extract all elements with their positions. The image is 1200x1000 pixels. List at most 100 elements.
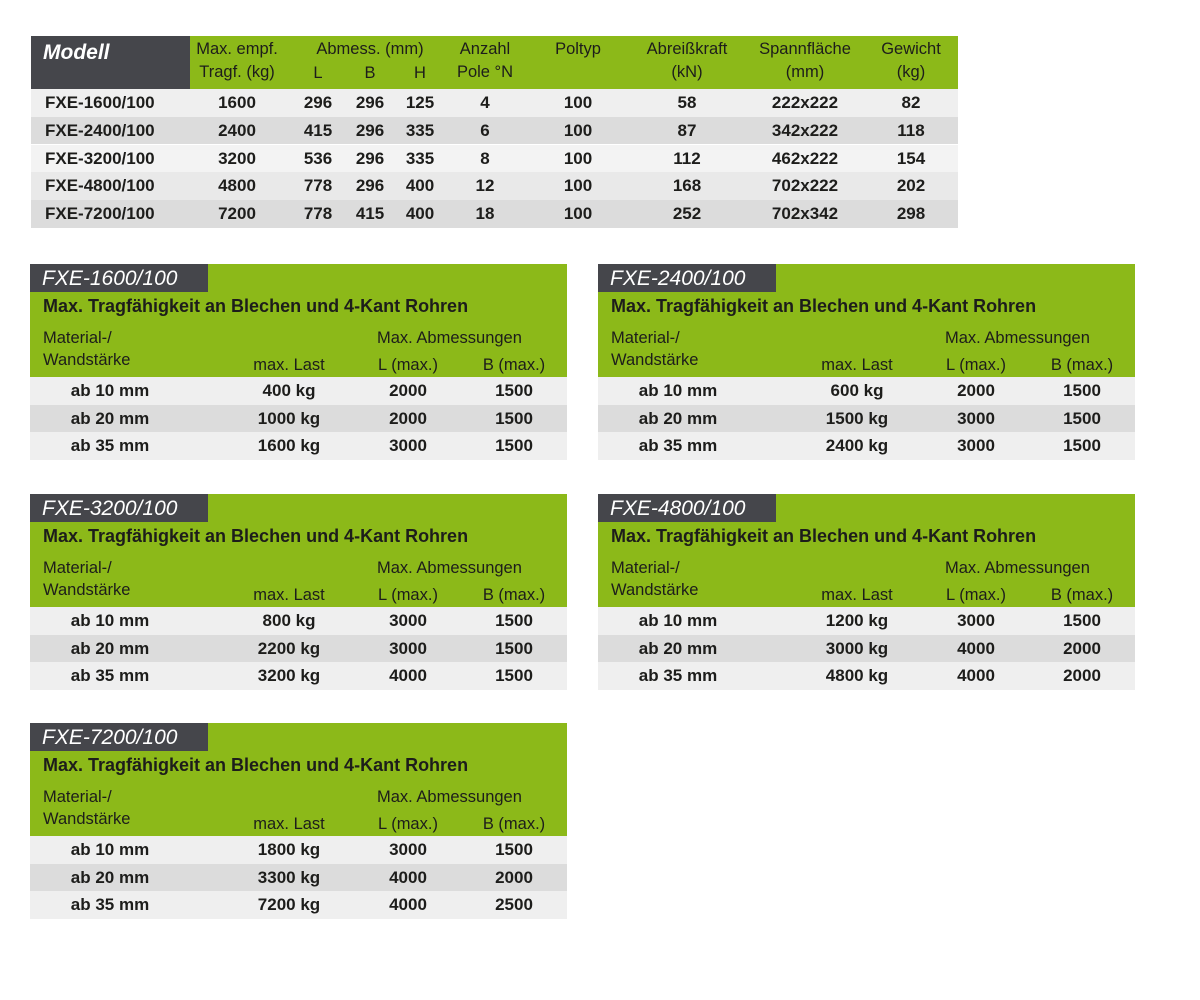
max-load-cell: 1500 kg bbox=[825, 408, 889, 428]
card-title-tab: FXE-3200/100 bbox=[30, 494, 208, 522]
header-capacity-1: Max. empf. bbox=[196, 40, 278, 58]
length-max-cell: 3000 bbox=[389, 840, 427, 859]
load-table-card: FXE-3200/100 Max. Tragfähigkeit an Bleche… bbox=[30, 494, 567, 690]
header-poles-1: Anzahl bbox=[459, 40, 511, 58]
card-title-tab: FXE-1600/100 bbox=[30, 264, 208, 292]
header-poles-2: Pole °N bbox=[456, 63, 514, 81]
width-max-cell: 1500 bbox=[495, 381, 533, 400]
max-load-label: max. Last bbox=[821, 356, 893, 374]
material-label: Material-/ bbox=[611, 329, 680, 347]
width-cell: 296 bbox=[355, 148, 385, 168]
material-label: Material-/ bbox=[43, 559, 112, 577]
width-max-cell: 2500 bbox=[495, 895, 533, 915]
poles-cell: 4 bbox=[480, 93, 490, 112]
card-title-bar bbox=[208, 264, 567, 292]
length-max-label: L (max.) bbox=[946, 586, 1006, 604]
width-max-cell: 1500 bbox=[1063, 611, 1101, 630]
pole-type-cell: 100 bbox=[563, 176, 593, 196]
clamping-area-cell: 702x342 bbox=[771, 204, 839, 224]
material-label: Material-/ bbox=[43, 329, 112, 347]
table-row: ab 20 mm 1500 kg 3000 1500 bbox=[598, 404, 1135, 433]
length-max-cell: 4000 bbox=[389, 867, 427, 887]
width-cell: 296 bbox=[355, 176, 385, 196]
header-force-1: Abreißkraft bbox=[646, 40, 728, 58]
pole-type-cell: 100 bbox=[563, 148, 593, 168]
header-area-1: Spannfläche bbox=[759, 40, 851, 58]
width-max-cell: 1500 bbox=[495, 408, 533, 428]
thickness-cell: ab 20 mm bbox=[70, 638, 150, 658]
poles-cell: 8 bbox=[480, 148, 490, 168]
material-label: Material-/ bbox=[43, 788, 112, 806]
table-row: ab 35 mm 4800 kg 4000 2000 bbox=[598, 662, 1135, 690]
model-cell: FXE-2400/100 bbox=[45, 120, 155, 140]
max-load-cell: 1600 kg bbox=[257, 436, 321, 456]
table-row: FXE-7200/100 7200 778 415 400 18 100 252 702x342… bbox=[31, 200, 958, 228]
length-max-label: L (max.) bbox=[378, 356, 438, 374]
wall-thickness-label: Wandstärke bbox=[43, 810, 131, 828]
pole-type-cell: 100 bbox=[563, 204, 593, 224]
width-max-cell: 1500 bbox=[1063, 436, 1101, 456]
thickness-cell: ab 10 mm bbox=[70, 381, 150, 400]
breakaway-force-cell: 168 bbox=[672, 176, 702, 196]
weight-cell: 154 bbox=[896, 148, 926, 168]
length-max-cell: 4000 bbox=[389, 666, 427, 686]
model-cell: FXE-4800/100 bbox=[45, 176, 155, 196]
material-label: Material-/ bbox=[611, 559, 680, 577]
model-cell: FXE-1600/100 bbox=[45, 93, 155, 112]
card-title-bar bbox=[208, 494, 567, 522]
max-load-cell: 2200 kg bbox=[257, 638, 321, 658]
width-max-label: B (max.) bbox=[482, 586, 546, 604]
wall-thickness-label: Wandstärke bbox=[43, 581, 131, 599]
width-max-cell: 1500 bbox=[1063, 381, 1101, 400]
table-row: ab 35 mm 1600 kg 3000 1500 bbox=[30, 432, 567, 460]
table-row: FXE-4800/100 4800 778 296 400 12 100 168 702x222… bbox=[31, 172, 958, 200]
clamping-area-cell: 702x222 bbox=[771, 176, 839, 196]
weight-cell: 82 bbox=[901, 93, 921, 112]
length-max-cell: 2000 bbox=[957, 381, 995, 400]
model-cell: FXE-3200/100 bbox=[45, 148, 155, 168]
wall-thickness-label: Wandstärke bbox=[611, 351, 699, 369]
header-pole-type: Poltyp bbox=[555, 40, 601, 58]
length-max-label: L (max.) bbox=[378, 815, 438, 833]
thickness-cell: ab 35 mm bbox=[70, 666, 150, 686]
weight-cell: 118 bbox=[897, 120, 925, 140]
card-subtitle: Max. Tragfähigkeit an Blechen und 4-Kant… bbox=[611, 526, 1037, 546]
thickness-cell: ab 20 mm bbox=[638, 638, 718, 658]
thickness-cell: ab 35 mm bbox=[70, 895, 150, 915]
capacity-cell: 1600 bbox=[218, 93, 256, 112]
capacity-cell: 7200 bbox=[218, 204, 256, 224]
length-cell: 778 bbox=[303, 204, 333, 224]
card-title: FXE-2400/100 bbox=[610, 267, 746, 290]
thickness-cell: ab 10 mm bbox=[70, 840, 150, 859]
thickness-cell: ab 35 mm bbox=[638, 436, 718, 456]
card-header: Max. Tragfähigkeit an Blechen und 4-Kant… bbox=[30, 522, 567, 607]
card-title: FXE-1600/100 bbox=[42, 267, 178, 290]
card-subtitle: Max. Tragfähigkeit an Blechen und 4-Kant… bbox=[43, 755, 469, 775]
weight-cell: 202 bbox=[896, 176, 926, 196]
model-overview-table: Modell Max. empf. Tragf. (kg) Abmess. (mm) L… bbox=[31, 36, 958, 228]
card-title-bar bbox=[776, 494, 1135, 522]
poles-cell: 12 bbox=[475, 176, 495, 196]
table-row: ab 35 mm 7200 kg 4000 2500 bbox=[30, 891, 567, 919]
card-title-tab: FXE-2400/100 bbox=[598, 264, 776, 292]
width-cell: 296 bbox=[355, 93, 385, 112]
clamping-area-cell: 462x222 bbox=[771, 148, 839, 168]
table-header: Modell Max. empf. Tragf. (kg) Abmess. (mm) L… bbox=[31, 36, 958, 89]
table-row: ab 35 mm 3200 kg 4000 1500 bbox=[30, 662, 567, 690]
max-dims-label: Max. Abmessungen bbox=[377, 559, 522, 577]
model-header-cell: Modell bbox=[31, 36, 190, 89]
length-max-cell: 4000 bbox=[957, 638, 995, 658]
max-load-cell: 7200 kg bbox=[257, 895, 321, 915]
table-row: ab 20 mm 2200 kg 3000 1500 bbox=[30, 634, 567, 663]
poles-cell: 6 bbox=[480, 120, 490, 140]
width-max-cell: 1500 bbox=[495, 611, 533, 630]
header-B: B bbox=[364, 64, 376, 82]
length-max-label: L (max.) bbox=[946, 356, 1006, 374]
breakaway-force-cell: 112 bbox=[673, 148, 701, 168]
length-max-cell: 3000 bbox=[389, 611, 427, 630]
width-max-cell: 1500 bbox=[495, 436, 533, 456]
capacity-cell: 4800 bbox=[218, 176, 256, 196]
length-max-cell: 4000 bbox=[389, 895, 427, 915]
width-max-cell: 1500 bbox=[495, 666, 533, 686]
card-title-tab: FXE-4800/100 bbox=[598, 494, 776, 522]
